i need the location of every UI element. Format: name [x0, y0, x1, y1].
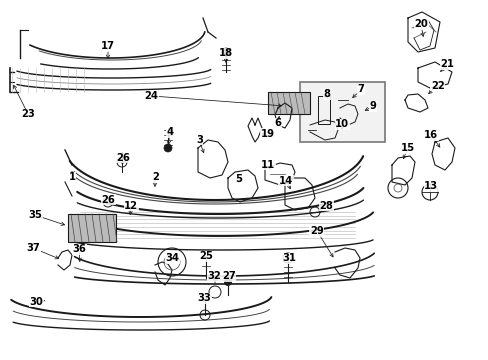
Text: 11: 11 — [260, 160, 275, 170]
Text: 5: 5 — [235, 174, 242, 184]
Text: 16: 16 — [424, 130, 437, 140]
Text: 32: 32 — [207, 271, 221, 282]
Bar — [68, 214, 116, 242]
Text: 34: 34 — [165, 253, 179, 264]
Text: 29: 29 — [309, 226, 323, 236]
Text: 21: 21 — [440, 59, 453, 69]
Text: 13: 13 — [424, 181, 437, 192]
Circle shape — [163, 144, 172, 152]
Text: 19: 19 — [261, 129, 274, 139]
Circle shape — [224, 278, 231, 286]
Text: 37: 37 — [26, 243, 40, 253]
Text: 24: 24 — [144, 91, 158, 102]
Text: 3: 3 — [196, 135, 203, 145]
Text: 26: 26 — [116, 153, 130, 163]
Text: 7: 7 — [357, 84, 364, 94]
Text: 20: 20 — [414, 19, 427, 30]
Text: 36: 36 — [72, 244, 86, 254]
Text: 2: 2 — [152, 172, 159, 182]
Bar — [299, 82, 384, 142]
Text: 30: 30 — [30, 297, 43, 307]
Text: 15: 15 — [401, 143, 414, 153]
Text: 26: 26 — [102, 195, 115, 205]
Text: 8: 8 — [323, 89, 329, 99]
Text: 25: 25 — [199, 251, 213, 261]
Circle shape — [222, 48, 229, 56]
Text: 14: 14 — [278, 176, 293, 186]
Text: 23: 23 — [21, 109, 35, 120]
Text: 28: 28 — [319, 201, 333, 211]
Bar — [267, 92, 309, 114]
Text: 9: 9 — [368, 101, 375, 111]
Text: 35: 35 — [28, 210, 42, 220]
Text: 12: 12 — [124, 201, 138, 211]
Text: 6: 6 — [274, 118, 281, 128]
Text: 22: 22 — [430, 81, 444, 91]
Text: 27: 27 — [222, 271, 235, 282]
Text: 10: 10 — [335, 119, 348, 129]
Text: 33: 33 — [197, 293, 211, 303]
Text: 17: 17 — [101, 41, 114, 51]
Bar — [317, 96, 329, 124]
Text: 31: 31 — [282, 253, 296, 264]
Text: 18: 18 — [219, 48, 232, 58]
Text: 1: 1 — [69, 172, 76, 182]
Text: 4: 4 — [166, 127, 173, 138]
